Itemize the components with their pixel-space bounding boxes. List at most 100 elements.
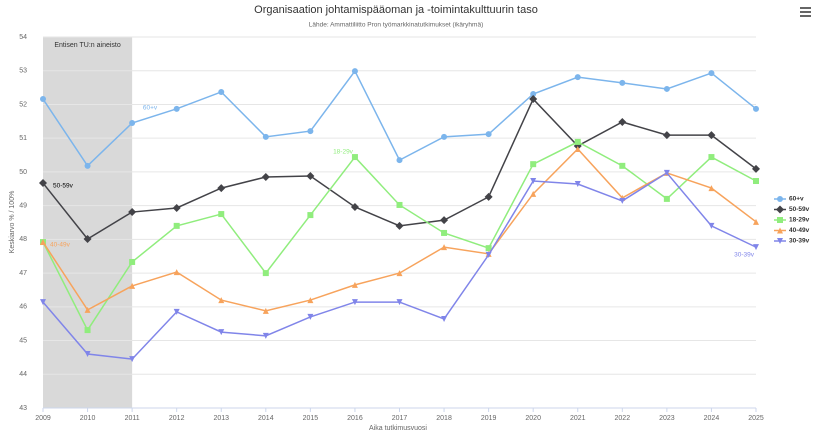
series-line [42, 171, 757, 360]
point [752, 164, 760, 173]
series-label: 60+v [143, 105, 158, 112]
x-tick-label: 2022 [615, 415, 631, 422]
x-tick-label: 2010 [80, 415, 96, 422]
point [708, 185, 715, 192]
point [707, 131, 716, 140]
point [218, 329, 225, 336]
chart-subtitle: Lähde: Ammattiliitto Pron työmarkkinatut… [309, 22, 483, 29]
x-axis-label: Aika tutkimusvuosi [369, 425, 427, 432]
y-tick-label: 51 [19, 135, 27, 142]
point [40, 96, 46, 103]
point [708, 154, 715, 161]
point [173, 308, 180, 315]
legend-label: 18-29v [789, 217, 810, 224]
series-line [42, 97, 757, 241]
point [530, 178, 537, 185]
x-tick-label: 2015 [303, 415, 319, 422]
point [351, 299, 358, 306]
point [618, 117, 627, 126]
point [441, 133, 448, 140]
point [218, 211, 225, 218]
point [753, 178, 759, 185]
y-tick-label: 52 [19, 101, 27, 108]
point [396, 157, 403, 164]
point [262, 133, 269, 140]
legend-label: 30-39v [789, 238, 810, 245]
x-tick-label: 2024 [704, 415, 720, 422]
y-axis-label: Keskiarvo % / 100% [9, 191, 16, 254]
point [396, 201, 403, 208]
point [663, 169, 670, 176]
point [753, 218, 759, 225]
y-tick-label: 47 [19, 270, 27, 277]
point [261, 172, 270, 181]
y-tick-label: 46 [19, 304, 27, 311]
x-tick-label: 2009 [35, 415, 51, 422]
point [129, 282, 136, 289]
legend-symbol [777, 227, 783, 234]
point [619, 79, 626, 86]
legend-label: 50-59v [789, 206, 810, 213]
legend-symbol [777, 217, 783, 223]
x-tick-label: 2012 [169, 415, 185, 422]
point [173, 105, 180, 112]
point [306, 171, 315, 180]
point [129, 120, 136, 127]
series-label: 30-39v [734, 252, 755, 259]
y-tick-label: 50 [19, 169, 27, 176]
point [172, 203, 181, 212]
point [396, 270, 403, 277]
point [218, 297, 225, 304]
legend-label: 40-49v [789, 227, 810, 234]
point [129, 356, 136, 363]
point [396, 299, 403, 306]
x-tick-label: 2021 [570, 415, 586, 422]
point [173, 222, 180, 229]
point [395, 221, 404, 230]
point [619, 162, 626, 169]
x-tick-label: 2025 [748, 415, 764, 422]
x-tick-label: 2011 [125, 415, 140, 422]
y-tick-label: 49 [19, 202, 27, 209]
band-label: Entisen TU:n aineisto [54, 42, 121, 49]
legend-symbol [776, 205, 784, 214]
series-label: 40-49v [50, 242, 71, 249]
point [84, 351, 91, 358]
point [262, 270, 269, 277]
point [484, 192, 493, 201]
legend-label: 60+v [789, 196, 804, 203]
point [40, 239, 46, 246]
point [529, 95, 538, 104]
point [619, 197, 626, 204]
x-tick-label: 2018 [436, 415, 452, 422]
point [307, 297, 314, 304]
point [351, 68, 358, 75]
menu-bar [800, 7, 811, 9]
point [708, 222, 715, 229]
point [217, 184, 226, 193]
y-tick-label: 53 [19, 68, 27, 75]
point [574, 145, 581, 152]
x-tick-label: 2019 [481, 415, 497, 422]
point [84, 327, 91, 334]
point [440, 216, 449, 225]
point [173, 269, 180, 276]
point [350, 202, 359, 211]
point [40, 299, 46, 306]
series-line [42, 69, 757, 167]
point [83, 235, 92, 244]
point [307, 313, 314, 320]
point [441, 315, 448, 322]
point [441, 229, 448, 236]
y-tick-label: 54 [19, 34, 27, 41]
point [351, 154, 358, 161]
point [128, 208, 137, 217]
point [84, 162, 91, 169]
x-tick-label: 2014 [258, 415, 274, 422]
menu-button[interactable] [800, 7, 811, 17]
x-tick-label: 2020 [525, 415, 541, 422]
legend-symbol [777, 238, 783, 244]
plot-band [43, 37, 133, 408]
series-label: 18-29v [333, 149, 354, 156]
x-tick-label: 2013 [213, 415, 229, 422]
